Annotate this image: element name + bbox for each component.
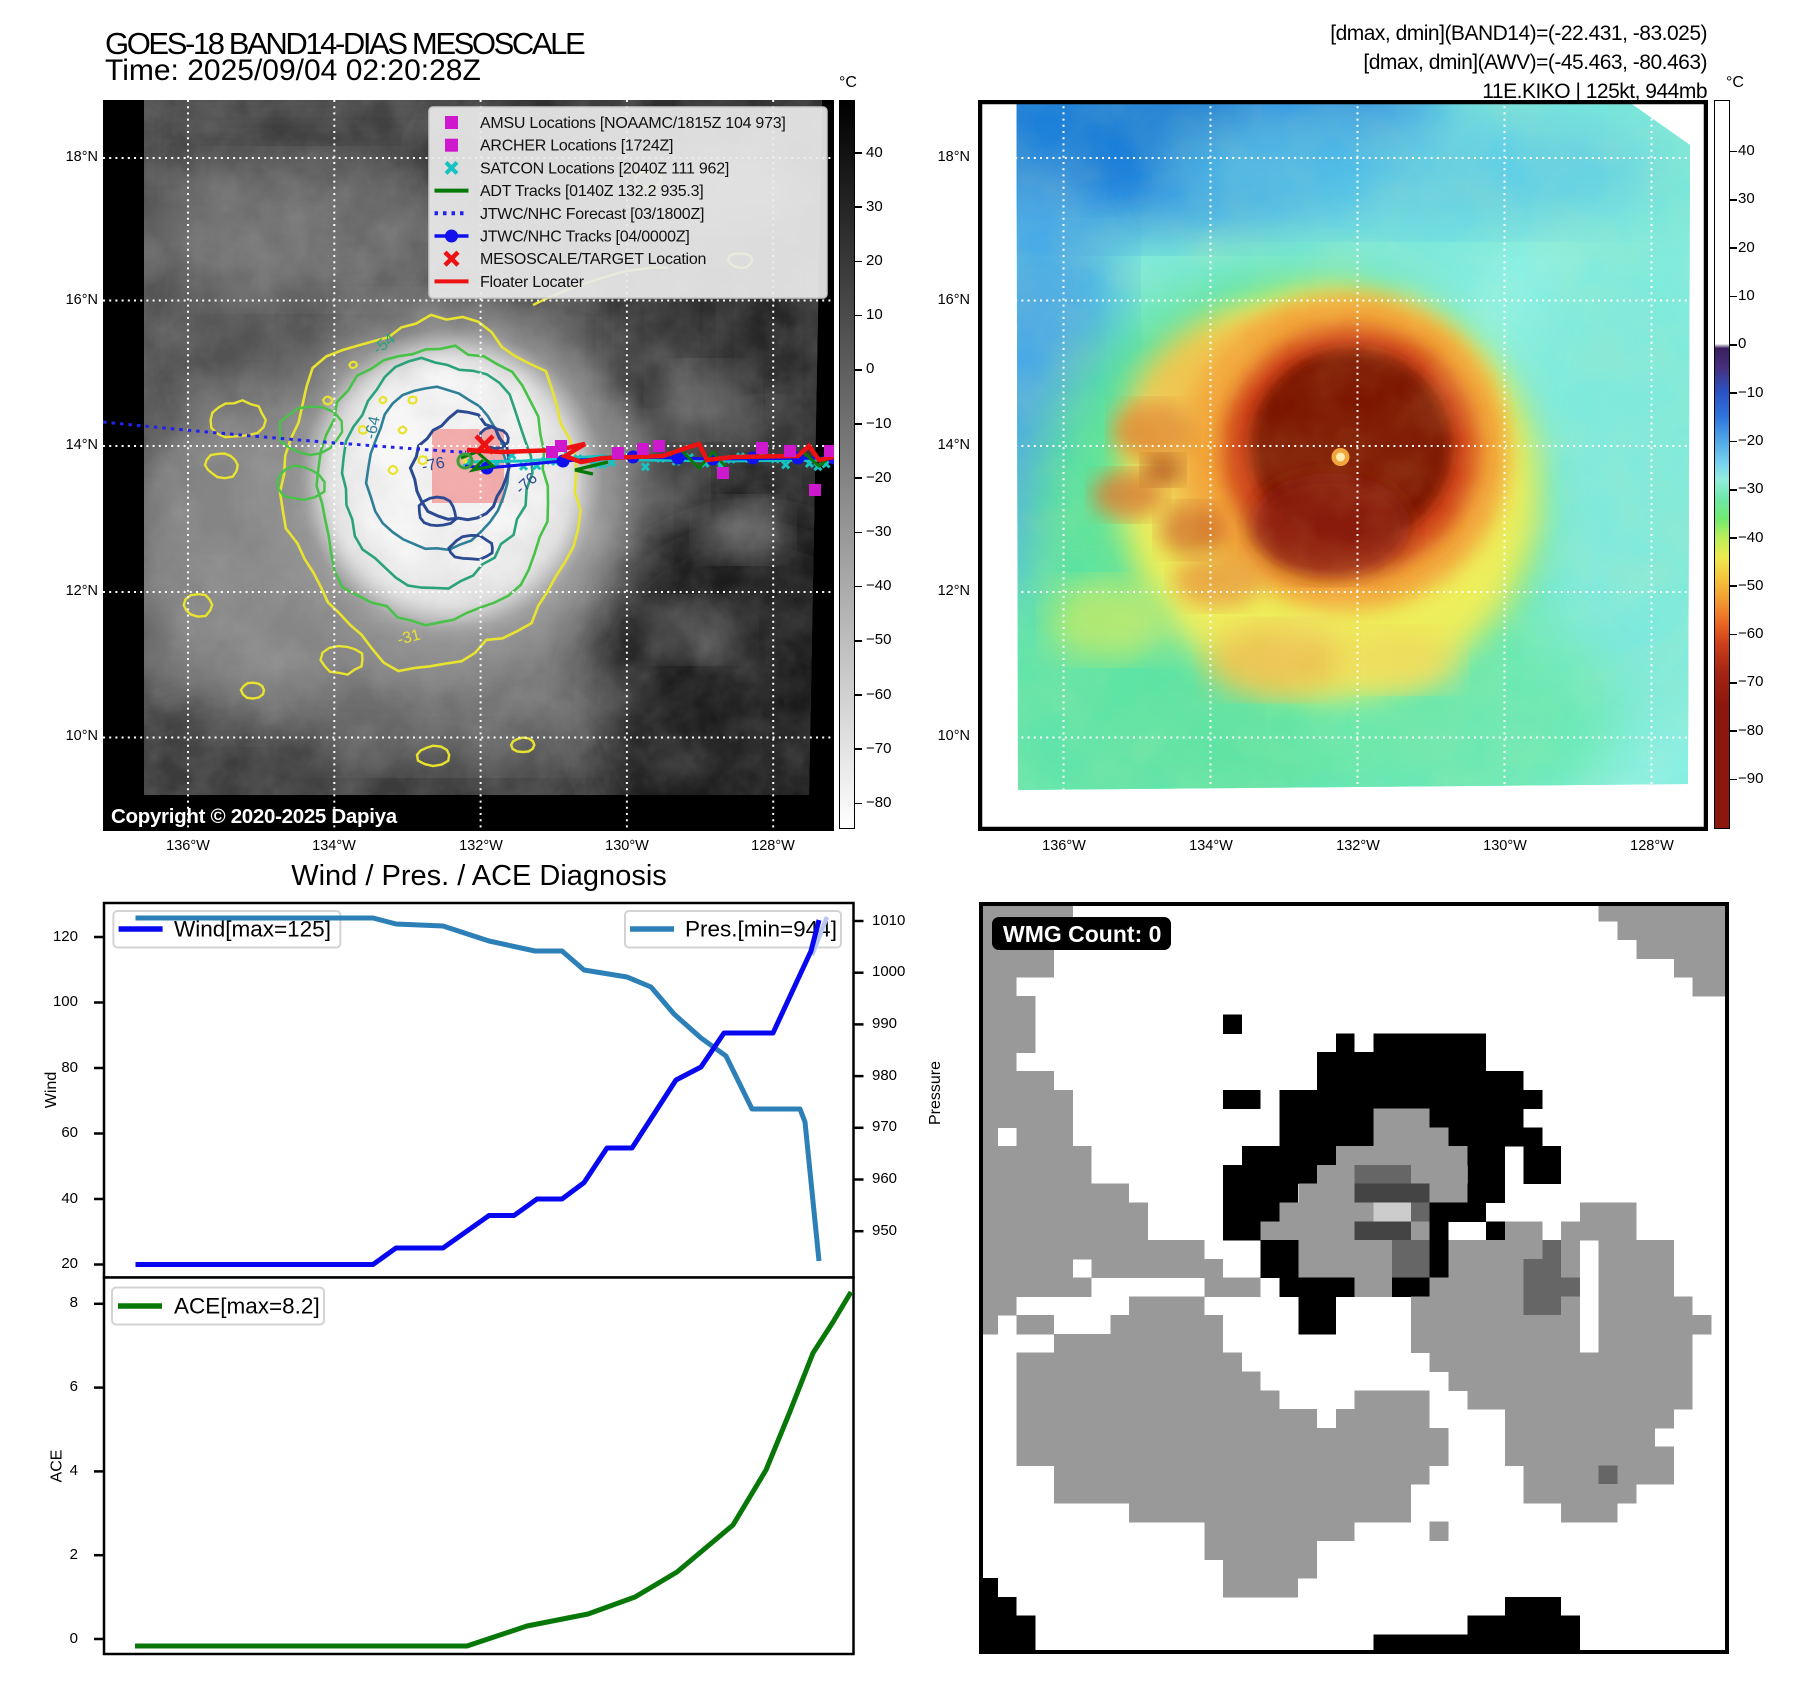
- svg-text:AMSU Locations [NOAAMC/1815Z 1: AMSU Locations [NOAAMC/1815Z 104 973]: [480, 115, 786, 132]
- svg-text:JTWC/NHC Tracks [04/0000Z]: JTWC/NHC Tracks [04/0000Z]: [480, 229, 690, 246]
- svg-text:SATCON Locations [2040Z 111 96: SATCON Locations [2040Z 111 962]: [480, 160, 729, 177]
- svg-text:Floater Locater: Floater Locater: [480, 274, 585, 291]
- svg-text:-31: -31: [396, 626, 423, 648]
- svg-text:Copyright © 2020-2025 Dapiya: Copyright © 2020-2025 Dapiya: [111, 805, 398, 828]
- svg-text:-76: -76: [420, 454, 446, 475]
- svg-text:ACE[max=8.2]: ACE[max=8.2]: [174, 1294, 320, 1319]
- svg-text:MESOSCALE/TARGET Location: MESOSCALE/TARGET Location: [480, 251, 706, 268]
- svg-text:JTWC/NHC Forecast [03/1800Z]: JTWC/NHC Forecast [03/1800Z]: [480, 206, 704, 223]
- svg-text:-64: -64: [362, 415, 383, 441]
- svg-text:Pres.[min=944]: Pres.[min=944]: [685, 917, 837, 942]
- svg-text:ARCHER Locations [1724Z]: ARCHER Locations [1724Z]: [480, 138, 673, 155]
- svg-text:Wind[max=125]: Wind[max=125]: [174, 917, 331, 942]
- svg-text:WMG Count: 0: WMG Count: 0: [1003, 921, 1161, 947]
- svg-text:ADT Tracks [0140Z 132.2 935.3]: ADT Tracks [0140Z 132.2 935.3]: [480, 183, 703, 200]
